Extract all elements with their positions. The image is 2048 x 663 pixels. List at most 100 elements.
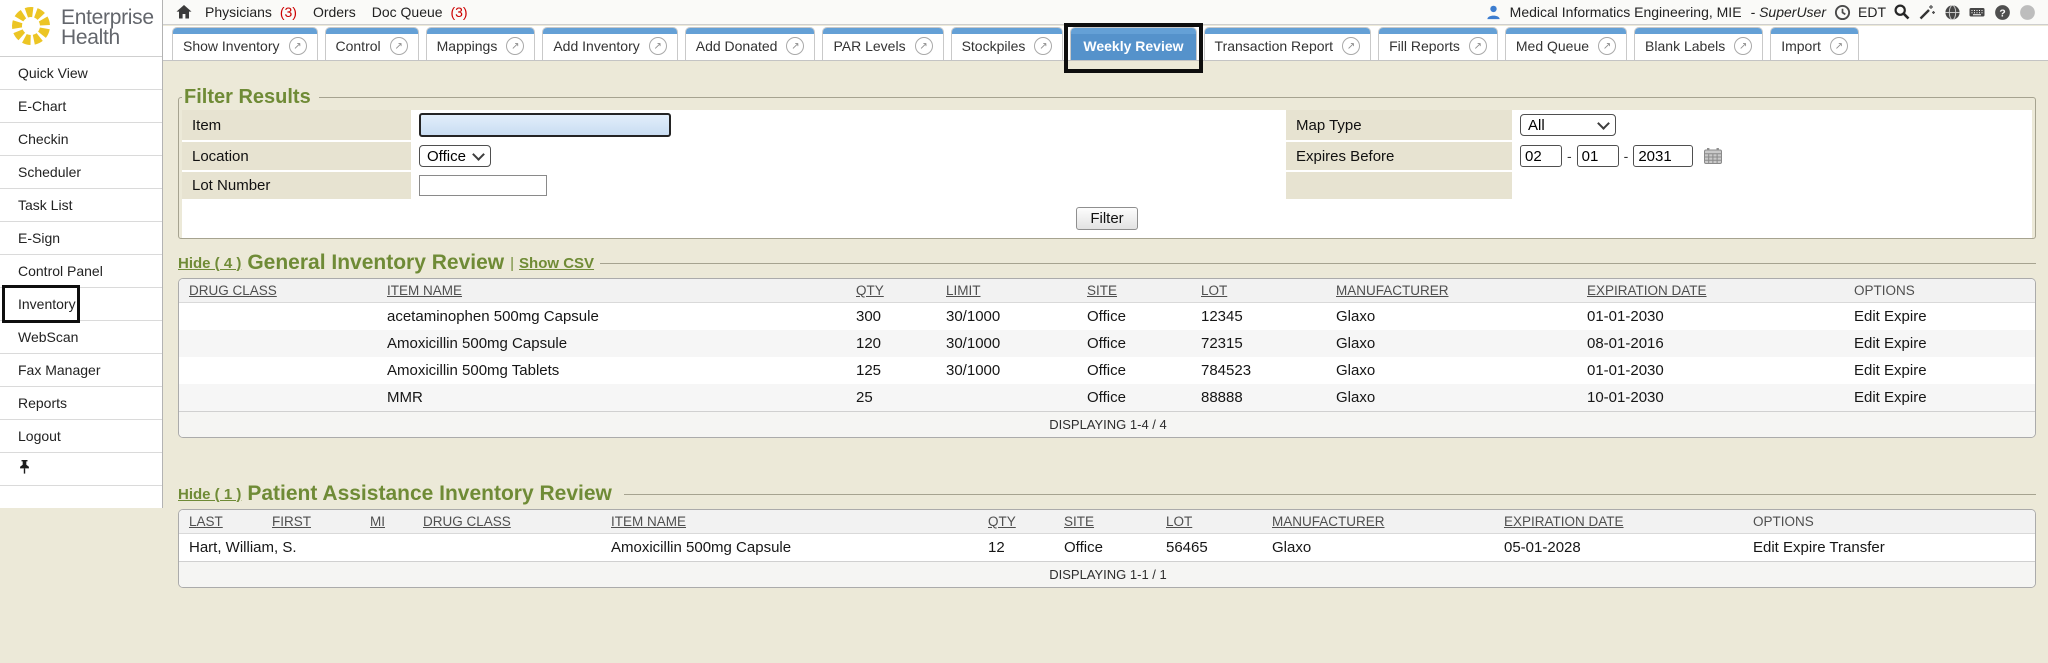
table-footer-displaying: DISPLAYING 1-4 / 4 [179, 411, 2035, 437]
wand-icon[interactable] [1918, 3, 1936, 21]
tab-fill-reports[interactable]: Fill Reports ↗ [1378, 27, 1498, 60]
tab-show-inventory[interactable]: Show Inventory ↗ [172, 27, 318, 60]
row-options[interactable]: Edit Expire [1854, 389, 1927, 406]
user-name[interactable]: Medical Informatics Engineering, MIE [1509, 4, 1742, 20]
cell-limit: 30/1000 [946, 362, 1001, 379]
column-header-last[interactable]: LAST [179, 510, 262, 534]
column-header-qty[interactable]: QTY [978, 510, 1054, 534]
expires-before-label: Expires Before [1286, 142, 1512, 172]
open-in-new-icon[interactable]: ↗ [1468, 37, 1487, 55]
help-icon[interactable]: ? [1993, 3, 2011, 21]
item-input[interactable] [419, 113, 671, 137]
show-csv-link[interactable]: Show CSV [519, 254, 595, 272]
column-header-manufacturer[interactable]: MANUFACTURER [1262, 510, 1494, 534]
tab-blank-labels[interactable]: Blank Labels ↗ [1634, 27, 1764, 60]
column-header-item-name[interactable]: ITEM NAME [377, 279, 846, 303]
expires-day-input[interactable] [1576, 145, 1619, 167]
column-header-site[interactable]: SITE [1077, 279, 1191, 303]
clock-icon[interactable] [1833, 3, 1851, 21]
open-in-new-icon[interactable]: ↗ [648, 37, 667, 55]
filter-button[interactable]: Filter [1076, 207, 1138, 230]
column-header-first[interactable]: FIRST [262, 510, 360, 534]
chevron-down-icon [472, 148, 485, 161]
keyboard-icon[interactable] [1968, 3, 1986, 21]
column-header-site[interactable]: SITE [1054, 510, 1156, 534]
location-select[interactable]: Office [419, 145, 491, 167]
column-header-expiration-date[interactable]: EXPIRATION DATE [1494, 510, 1743, 534]
nav-item-physicians[interactable]: Physicians (3) [205, 4, 297, 20]
sidebar-item-reports[interactable]: Reports [0, 387, 162, 420]
tab-stockpiles[interactable]: Stockpiles ↗ [950, 27, 1064, 60]
sidebar-item-task-list[interactable]: Task List [0, 189, 162, 222]
column-header-item-name[interactable]: ITEM NAME [601, 510, 978, 534]
tab-add-donated[interactable]: Add Donated ↗ [684, 27, 816, 60]
sidebar-item-fax-manager[interactable]: Fax Manager [0, 354, 162, 387]
sidebar-item-inventory[interactable]: Inventory [0, 285, 162, 323]
column-header-drug-class[interactable]: DRUG CLASS [179, 279, 377, 303]
open-in-new-icon[interactable]: ↗ [1829, 37, 1848, 55]
cell-lot: 12345 [1201, 308, 1243, 325]
cell-drug-class [413, 534, 601, 562]
row-options[interactable]: Edit Expire [1854, 308, 1927, 325]
location-label: Location [182, 142, 411, 172]
column-header-expiration-date[interactable]: EXPIRATION DATE [1577, 279, 1844, 303]
search-icon[interactable] [1893, 3, 1911, 21]
row-options[interactable]: Edit Expire [1854, 335, 1927, 352]
sidebar-item-checkin[interactable]: Checkin [0, 123, 162, 156]
open-in-new-icon[interactable]: ↗ [786, 37, 805, 55]
sidebar-item-logout[interactable]: Logout [0, 420, 162, 453]
sidebar-item-webscan[interactable]: WebScan [0, 321, 162, 354]
row-options[interactable]: Edit Expire [1854, 362, 1927, 379]
cell-lot: 784523 [1201, 362, 1252, 379]
open-in-new-icon[interactable]: ↗ [389, 37, 408, 55]
column-header-lot[interactable]: LOT [1156, 510, 1262, 534]
sidebar-item-e-chart[interactable]: E-Chart [0, 90, 162, 123]
home-icon[interactable] [175, 3, 193, 21]
column-header-manufacturer[interactable]: MANUFACTURER [1326, 279, 1577, 303]
open-in-new-icon[interactable]: ↗ [1598, 37, 1617, 55]
open-in-new-icon[interactable]: ↗ [1034, 37, 1053, 55]
cell-manufacturer: Glaxo [1336, 308, 1376, 325]
lot-number-input[interactable] [419, 175, 547, 196]
tab-control[interactable]: Control ↗ [324, 27, 419, 60]
sidebar-item-e-sign[interactable]: E-Sign [0, 222, 162, 255]
cell-site: Office [1087, 389, 1126, 406]
row-options[interactable]: Edit Expire Transfer [1753, 539, 1885, 556]
column-header-drug-class[interactable]: DRUG CLASS [413, 510, 601, 534]
tab-bar: Show Inventory ↗ Control ↗ Mappings ↗ Add Inve… [163, 23, 2048, 73]
calendar-icon[interactable] [1703, 147, 1723, 165]
nav-item-orders[interactable]: Orders [312, 4, 356, 20]
sidebar-item-quick-view[interactable]: Quick View [0, 57, 162, 90]
sidebar-item-scheduler[interactable]: Scheduler [0, 156, 162, 189]
hide-general-link[interactable]: Hide ( 4 ) [178, 254, 242, 272]
tab-par-levels[interactable]: PAR Levels ↗ [822, 27, 944, 60]
expires-year-input[interactable] [1633, 145, 1694, 167]
hide-patient-link[interactable]: Hide ( 1 ) [178, 485, 242, 503]
tab-add-inventory[interactable]: Add Inventory ↗ [542, 27, 678, 60]
open-in-new-icon[interactable]: ↗ [1734, 37, 1753, 55]
svg-text:?: ? [1999, 8, 2005, 19]
column-header-qty[interactable]: QTY [846, 279, 936, 303]
column-header-limit[interactable]: LIMIT [936, 279, 1077, 303]
sidebar-item-control-panel[interactable]: Control Panel [0, 255, 162, 288]
open-in-new-icon[interactable]: ↗ [914, 37, 933, 55]
tab-transaction-report[interactable]: Transaction Report ↗ [1203, 27, 1372, 60]
cell-expiration-date: 05-01-2028 [1504, 539, 1581, 556]
nav-item-doc-queue[interactable]: Doc Queue (3) [371, 4, 468, 20]
expires-month-input[interactable] [1520, 145, 1562, 167]
globe-icon[interactable] [1943, 3, 1961, 21]
tab-weekly-review[interactable]: Weekly Review [1064, 23, 1203, 73]
general-inventory-section: Hide ( 4 ) General Inventory Review | Sh… [178, 251, 2036, 438]
sidebar: Enterprise Health Quick View E-Chart Check… [0, 0, 163, 508]
tab-mappings[interactable]: Mappings ↗ [425, 27, 536, 60]
column-header-lot[interactable]: LOT [1191, 279, 1326, 303]
avatar-circle[interactable] [2018, 3, 2036, 21]
column-header-mi[interactable]: MI [360, 510, 413, 534]
map-type-select[interactable]: All [1520, 114, 1616, 136]
open-in-new-icon[interactable]: ↗ [506, 37, 525, 55]
open-in-new-icon[interactable]: ↗ [288, 37, 307, 55]
pushpin-icon[interactable] [18, 459, 31, 479]
open-in-new-icon[interactable]: ↗ [1342, 37, 1361, 55]
tab-import[interactable]: Import ↗ [1770, 27, 1859, 60]
tab-med-queue[interactable]: Med Queue ↗ [1504, 27, 1628, 60]
